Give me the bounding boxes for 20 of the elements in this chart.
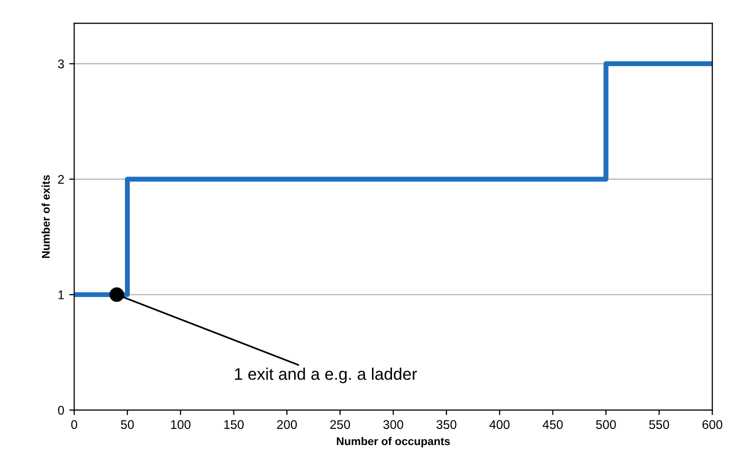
y-tick-label: 3: [58, 60, 64, 68]
x-tick-label: 450: [542, 420, 563, 429]
x-tick-label: 500: [596, 420, 616, 429]
annotation: 1 exit and a e.g. a ladder: [235, 368, 417, 384]
x-tick-label: 150: [224, 420, 244, 429]
x-tick-label: 100: [171, 420, 190, 429]
x-tick-label: 250: [330, 420, 350, 429]
y-tick-label: 0: [58, 406, 64, 415]
x-tick-label: 400: [489, 420, 510, 429]
x-tick-label: 200: [277, 420, 297, 429]
x-tick-label: 550: [649, 420, 670, 429]
x-tick-label: 300: [383, 420, 404, 429]
y-axis-title: Number of exits: [42, 175, 50, 258]
x-tick-label: 50: [120, 420, 134, 429]
y-tick-label: 2: [58, 174, 64, 184]
y-tick-label: 1: [58, 290, 64, 300]
x-tick-label: 350: [436, 420, 456, 429]
x-tick-label: 600: [702, 420, 722, 429]
x-tick-label: 0: [71, 420, 78, 429]
x-axis-title: Number of occupants: [336, 437, 450, 448]
